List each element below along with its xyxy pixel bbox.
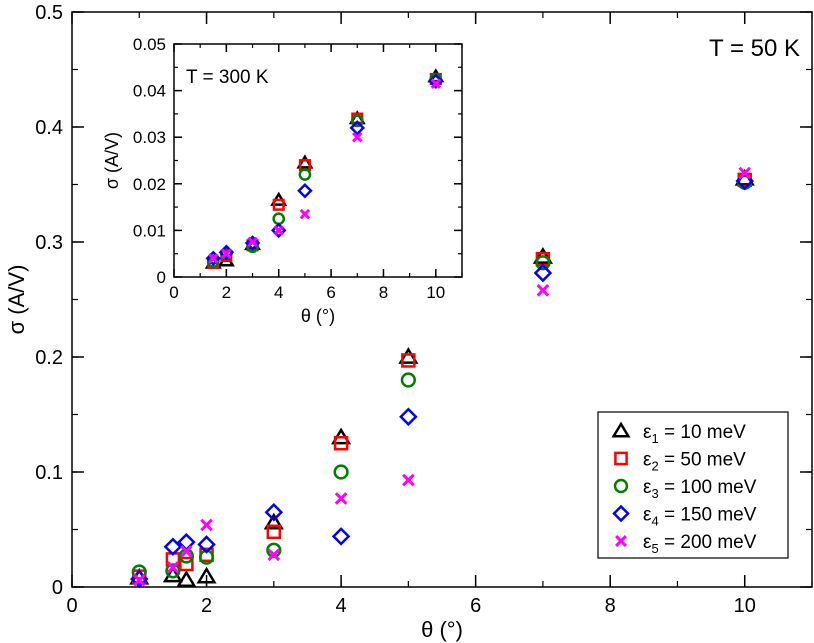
- y-tick-label: 0.02: [133, 175, 166, 194]
- legend-entry-label: ε3 = 100 meV: [643, 477, 757, 501]
- x-tick-label: 10: [426, 283, 445, 302]
- legend-entry-label: ε1 = 10 meV: [643, 422, 746, 446]
- plot-frame: [71, 11, 813, 588]
- data-point-circle: [298, 168, 312, 181]
- y-axis-label: σ (A/V): [4, 265, 29, 335]
- y-tick-label: 0.3: [35, 232, 63, 254]
- x-tick-label: 8: [379, 283, 388, 302]
- data-point-triangle: [196, 566, 217, 584]
- data-point-circle: [333, 464, 349, 480]
- x-axis-label: θ (°): [421, 617, 463, 642]
- data-point-x: [738, 166, 752, 180]
- plot-background: [174, 44, 462, 277]
- data-point-x: [267, 548, 281, 562]
- data-point-diamond: [349, 120, 366, 136]
- y-tick-label: 0.2: [35, 347, 63, 369]
- data-point-x: [299, 208, 311, 220]
- data-point-square: [401, 353, 416, 368]
- data-point-circle: [400, 372, 416, 388]
- temperature-annotation: T = 50 K: [709, 35, 800, 62]
- y-tick-label: 0.4: [35, 117, 63, 139]
- data-point-diamond: [533, 263, 553, 283]
- data-point-diamond: [331, 527, 351, 546]
- legend-marker-triangle: [611, 421, 631, 438]
- data-point-x: [247, 236, 258, 248]
- y-tick-label: 0.05: [133, 35, 166, 54]
- inset-plot: 0 2 4 6 8 10 0 0.01 0.02 0.03 0.04 0.05 θ (°) σ (A/V)…: [102, 35, 463, 326]
- data-point-circle: [350, 114, 364, 128]
- legend-entry-label: ε2 = 50 meV: [643, 450, 746, 474]
- data-point-diamond: [244, 235, 261, 251]
- x-tick-label: 4: [336, 595, 347, 617]
- data-point-x: [132, 573, 146, 587]
- data-point-x: [200, 518, 213, 532]
- x-tick-label: 6: [326, 283, 335, 302]
- data-point-diamond: [735, 171, 754, 191]
- x-tick-label: 0: [66, 595, 77, 617]
- data-point-x: [273, 225, 284, 236]
- data-point-triangle: [532, 247, 553, 264]
- data-point-x: [352, 131, 363, 143]
- y-tick-label: 0: [157, 268, 166, 287]
- y-axis-label: σ (A/V): [102, 132, 122, 189]
- data-point-triangle: [398, 347, 419, 364]
- y-tick-label: 0.04: [133, 82, 166, 101]
- data-point-square: [179, 556, 194, 572]
- data-point-triangle: [176, 570, 197, 587]
- data-point-x: [166, 561, 180, 574]
- legend-marker-diamond: [612, 504, 630, 523]
- plot-frame: [173, 43, 463, 278]
- data-point-diamond: [264, 502, 284, 522]
- y-tick-label: 0.1: [35, 462, 63, 484]
- x-tick-label: 10: [734, 595, 756, 617]
- x-axis-label: θ (°): [301, 306, 335, 326]
- data-point-x: [430, 78, 442, 89]
- x-tick-label: 2: [201, 595, 212, 617]
- x-tick-label: 2: [222, 283, 231, 302]
- data-point-circle: [535, 255, 551, 271]
- data-point-x: [402, 473, 415, 487]
- y-tick-label: 0.03: [133, 128, 166, 147]
- data-point-x: [536, 283, 550, 297]
- data-point-triangle: [296, 154, 314, 169]
- data-point-x: [208, 253, 219, 264]
- data-point-diamond: [399, 407, 418, 427]
- data-point-x: [334, 492, 348, 505]
- x-tick-label: 0: [169, 283, 178, 302]
- x-tick-label: 6: [470, 595, 481, 617]
- y-tick-label: 0.01: [133, 221, 166, 240]
- x-tick-label: 4: [274, 283, 283, 302]
- temperature-annotation: T = 300 K: [186, 67, 269, 88]
- data-point-diamond: [197, 535, 216, 554]
- data-point-circle: [165, 563, 181, 579]
- data-point-x: [221, 248, 232, 259]
- data-point-triangle: [263, 512, 284, 530]
- data-point-x: [180, 545, 193, 558]
- x-tick-label: 8: [605, 595, 616, 617]
- data-point-diamond: [163, 537, 183, 557]
- y-tick-label: 0: [52, 577, 63, 599]
- legend-box: [597, 411, 789, 559]
- legend-entry-label: ε4 = 150 meV: [643, 505, 757, 529]
- legend-marker-x: [615, 535, 627, 547]
- data-point-diamond: [297, 183, 313, 199]
- data-point-square: [333, 436, 349, 451]
- data-point-square: [266, 524, 282, 540]
- legend-marker-square: [614, 451, 628, 466]
- legend-marker-circle: [613, 478, 629, 494]
- y-tick-label: 0.5: [35, 2, 63, 24]
- data-point-square: [272, 198, 285, 211]
- legend-entry-label: ε5 = 200 meV: [643, 532, 757, 556]
